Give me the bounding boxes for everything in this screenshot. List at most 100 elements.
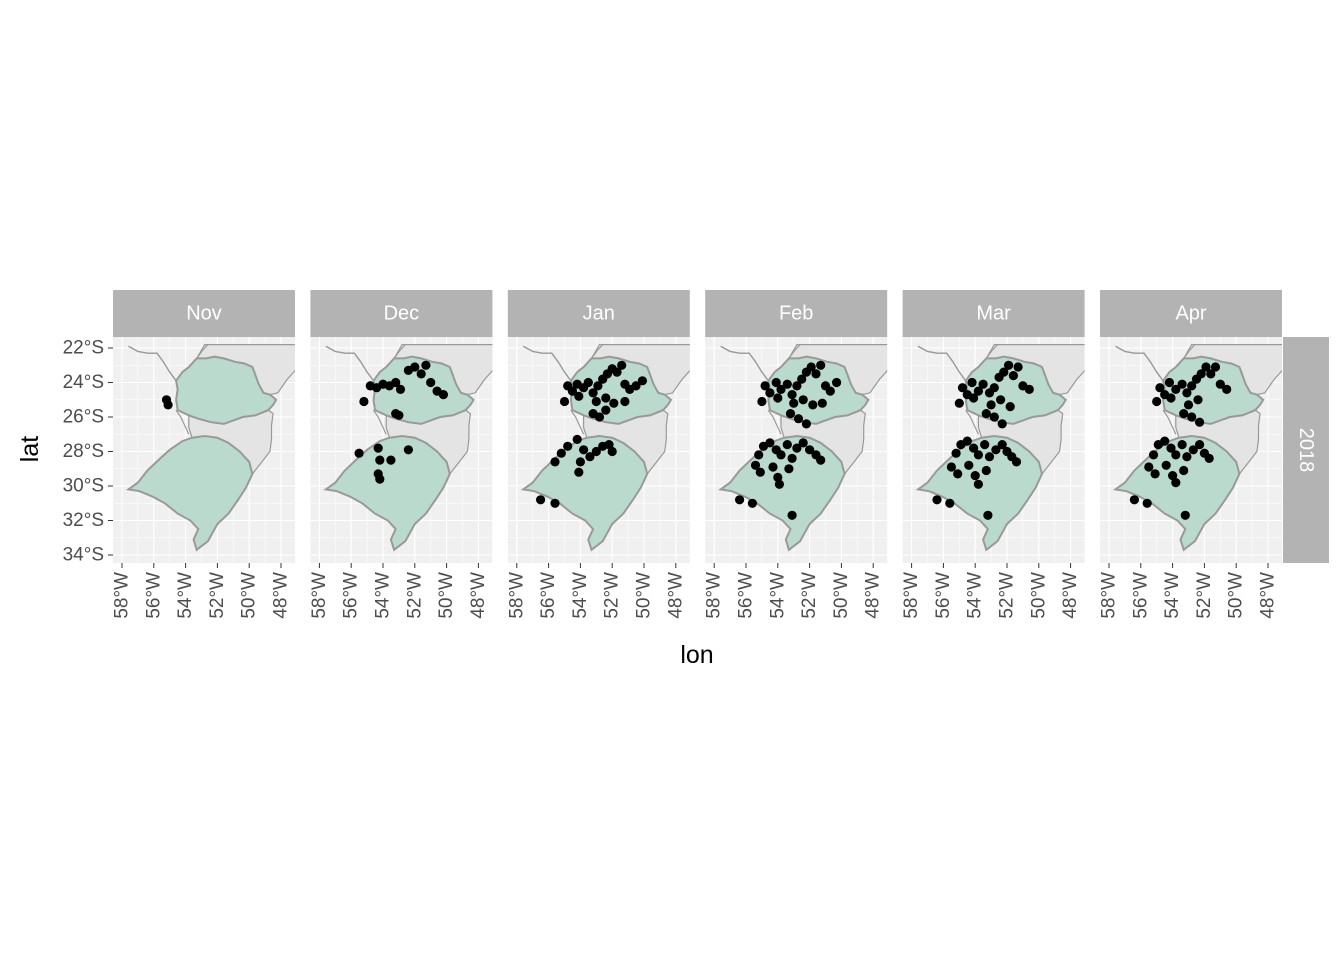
data-point <box>574 391 584 401</box>
x-tick-label: 58°W <box>506 572 527 619</box>
data-point <box>1182 452 1192 462</box>
data-point <box>981 465 991 476</box>
y-tick-label: 34°S <box>63 545 104 566</box>
panel-content <box>113 337 295 563</box>
data-point <box>591 446 601 457</box>
data-point <box>612 367 622 377</box>
region-rio-grande-do-sul <box>125 434 254 552</box>
data-point <box>163 400 173 410</box>
data-point <box>1024 384 1034 394</box>
data-point <box>1180 510 1190 520</box>
data-point <box>395 384 406 394</box>
data-point <box>637 376 648 386</box>
x-axis-title: lon <box>680 641 713 669</box>
data-point <box>983 510 993 520</box>
data-point <box>1155 383 1165 393</box>
data-point <box>1204 453 1214 463</box>
data-point <box>1013 362 1023 372</box>
data-point <box>1193 395 1203 405</box>
data-point <box>773 393 783 403</box>
data-point <box>575 457 586 467</box>
data-point <box>354 448 364 458</box>
y-tick-label: 24°S <box>63 372 104 393</box>
y-tick-label: 28°S <box>63 441 104 462</box>
x-tick-label: 48°W <box>1060 572 1081 619</box>
data-point <box>989 383 999 393</box>
data-point <box>604 440 614 450</box>
data-point <box>782 379 792 389</box>
data-point <box>797 374 807 384</box>
x-tick-label: 56°W <box>341 572 362 619</box>
data-point <box>373 443 383 453</box>
data-point <box>808 400 818 410</box>
data-point <box>574 467 584 477</box>
data-point <box>750 460 761 470</box>
border-line <box>570 409 585 435</box>
data-points <box>932 360 1034 520</box>
data-point <box>1196 369 1206 379</box>
x-tick-label: 48°W <box>271 572 292 619</box>
data-point <box>1210 362 1221 372</box>
y-axis: 22°S 24°S 26°S 28°S 30°S 32°S 34°S <box>63 338 113 566</box>
data-point <box>816 455 826 465</box>
x-tick-label: 58°W <box>704 572 725 619</box>
column-strip-label: Nov <box>186 303 222 325</box>
data-point <box>375 474 385 484</box>
x-tick-label: 50°W <box>1028 572 1049 619</box>
border-line <box>175 409 190 435</box>
row-strip-background <box>1283 337 1329 563</box>
data-point <box>765 388 775 398</box>
data-point <box>579 445 589 455</box>
data-point <box>1183 400 1194 410</box>
data-point <box>1164 377 1174 388</box>
data-point <box>981 409 991 419</box>
data-point <box>973 479 984 489</box>
border-line <box>965 409 979 435</box>
data-point <box>784 464 794 474</box>
data-point <box>986 400 996 410</box>
data-point <box>1144 462 1154 472</box>
data-point <box>768 462 778 472</box>
data-point <box>572 434 582 444</box>
x-tick-label: 48°W <box>863 572 884 619</box>
data-point <box>798 438 808 448</box>
data-point <box>817 398 827 408</box>
x-tick-label: 52°W <box>602 572 623 619</box>
column-strip-background <box>113 290 295 337</box>
data-points <box>536 360 648 508</box>
region-rio-grande-do-sul <box>323 434 451 552</box>
x-tick-label: 56°W <box>538 572 559 619</box>
data-point <box>787 453 797 463</box>
row-strip-label: 2018 <box>1295 428 1317 473</box>
data-point <box>754 450 764 460</box>
data-point <box>970 471 980 481</box>
data-point <box>593 381 603 391</box>
data-point <box>964 460 974 470</box>
data-point <box>798 395 808 405</box>
data-point <box>607 446 617 457</box>
data-point <box>1004 360 1014 370</box>
x-tick-label: 54°W <box>1162 572 1183 619</box>
data-point <box>984 452 995 462</box>
x-axis-apr: 58°W 56°W 54°W 52°W 50°W 48°W <box>1099 563 1279 619</box>
data-points <box>735 360 842 520</box>
x-axis-dec: 58°W 56°W 54°W 52°W 50°W 48°W <box>309 563 489 619</box>
data-points <box>1129 362 1232 520</box>
data-point <box>594 412 605 422</box>
x-tick-label: 50°W <box>436 572 457 619</box>
data-point <box>805 445 815 455</box>
data-point <box>946 462 957 472</box>
data-point <box>806 362 816 372</box>
panel-content <box>902 337 1085 563</box>
data-point <box>787 390 797 400</box>
data-point <box>1195 440 1205 450</box>
x-tick-label: 56°W <box>143 572 164 619</box>
data-point <box>1177 440 1187 450</box>
data-point <box>1222 384 1232 394</box>
x-axis-feb: 58°W 56°W 54°W 52°W 50°W 48°W <box>704 563 884 619</box>
x-tick-label: 54°W <box>373 572 394 619</box>
x-axis-nov: 58°W 56°W 54°W 52°W 50°W 48°W <box>112 563 292 619</box>
facet-panels: Nov 58°W 56°W 54°W 52°W 50°W 48°W Dec 58°W 56°W 54… <box>112 290 1282 619</box>
data-point <box>978 379 988 389</box>
